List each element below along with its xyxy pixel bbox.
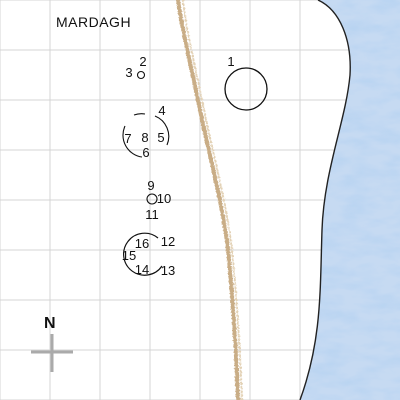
site-label-5: 5 (157, 130, 164, 145)
site-10-circle (146, 193, 158, 205)
site-label-1: 1 (227, 54, 234, 69)
map-title: MARDAGH (56, 14, 131, 30)
track-path (176, 0, 243, 400)
site-label-7: 7 (124, 131, 131, 146)
site-label-6: 6 (142, 145, 149, 160)
site-label-14: 14 (135, 262, 149, 277)
site-label-13: 13 (161, 263, 175, 278)
north-letter: N (44, 315, 56, 332)
site-label-4: 4 (158, 103, 165, 118)
site-label-2: 2 (139, 54, 146, 69)
site-label-3: 3 (125, 65, 132, 80)
site-label-16: 16 (135, 236, 149, 251)
site-label-11: 11 (145, 207, 159, 222)
site-label-15: 15 (122, 248, 136, 263)
sites-4-8-circle (122, 113, 170, 158)
site-label-10: 10 (157, 191, 171, 206)
site-label-12: 12 (161, 234, 175, 249)
site-features (122, 67, 268, 276)
site-1-circle (224, 67, 268, 111)
site-label-8: 8 (141, 130, 148, 145)
north-compass: N (31, 315, 73, 372)
site-3-circle (136, 70, 146, 80)
site-label-9: 9 (147, 178, 154, 193)
sites-12-16-circle (123, 232, 163, 276)
coastline (299, 0, 351, 400)
